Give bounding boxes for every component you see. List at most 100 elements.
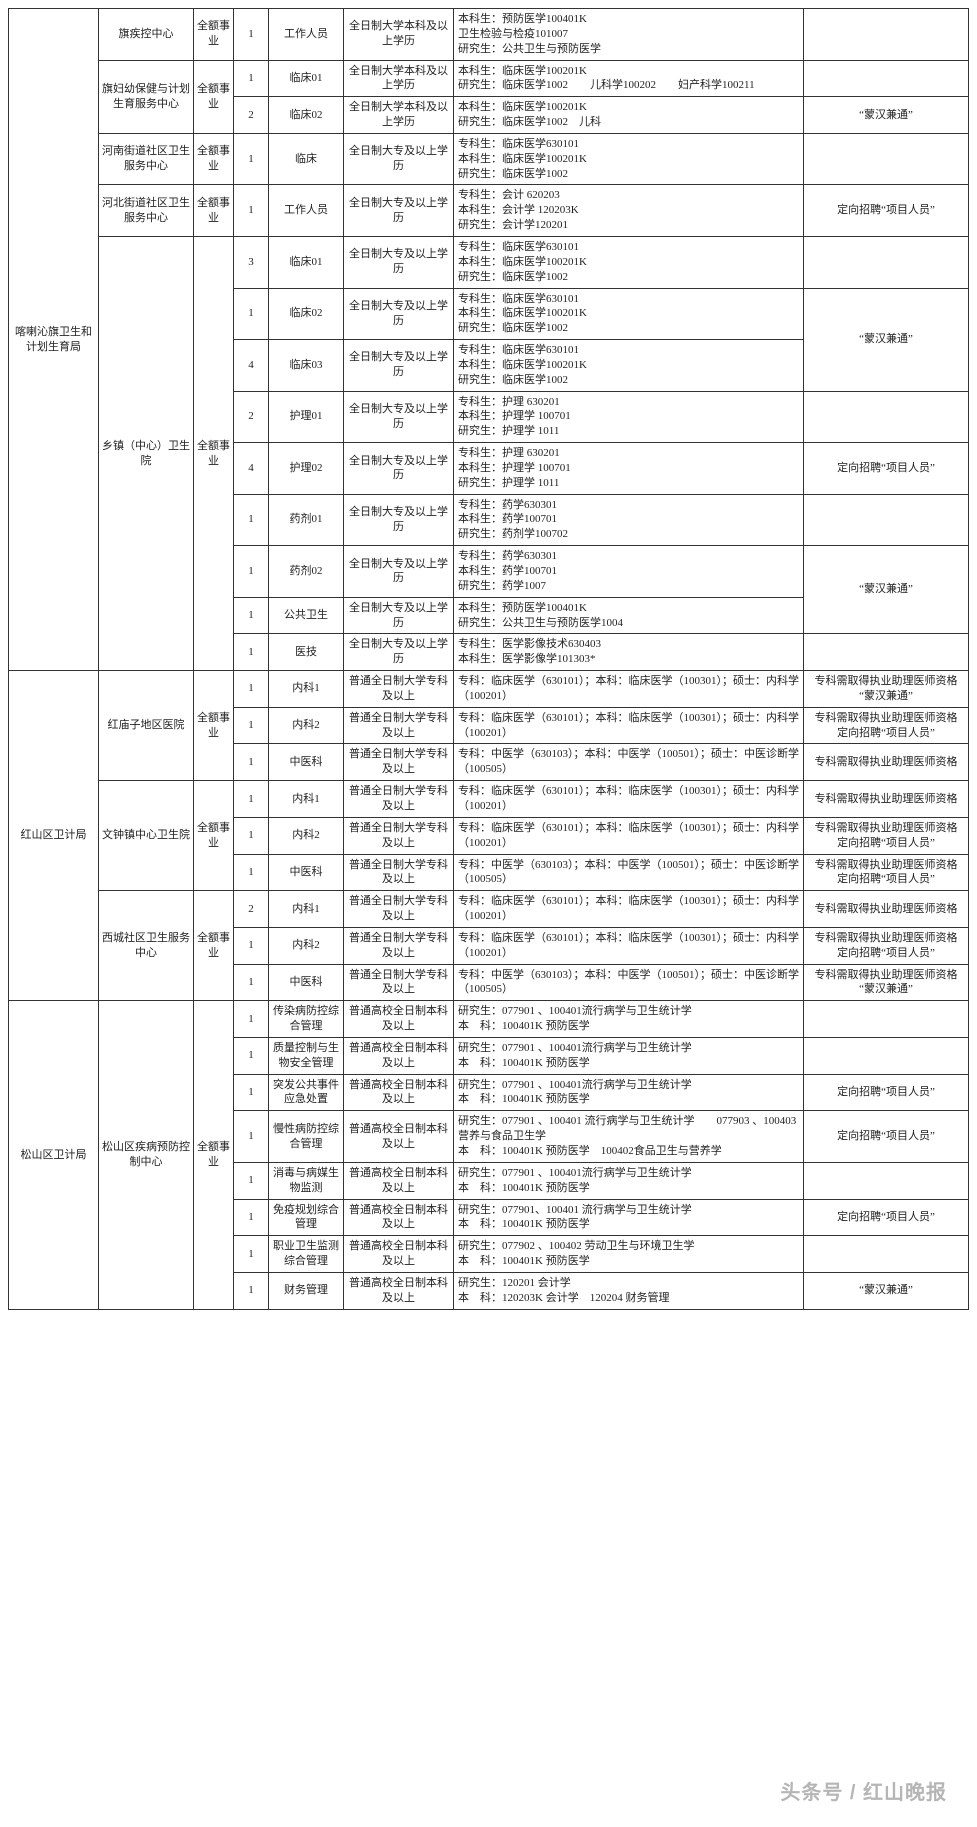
edu-cell: 普通全日制大学专科及以上	[344, 891, 454, 928]
count-cell: 1	[234, 494, 269, 546]
position-cell: 内科2	[269, 927, 344, 964]
edu-cell: 普通全日制大学专科及以上	[344, 744, 454, 781]
count-cell: 1	[234, 964, 269, 1001]
major-cell: 专科：临床医学（630101）；本科：临床医学（100301）；硕士：内科学（1…	[454, 781, 804, 818]
remark-cell	[804, 133, 969, 185]
type-cell: 全额事业	[194, 236, 234, 670]
edu-cell: 全日制大专及以上学历	[344, 494, 454, 546]
major-cell: 本科生：预防医学100401K研究生：公共卫生与预防医学1004	[454, 597, 804, 634]
remark-cell	[804, 9, 969, 61]
edu-cell: 普通全日制大学专科及以上	[344, 781, 454, 818]
remark-cell	[804, 391, 969, 443]
position-cell: 内科1	[269, 781, 344, 818]
edu-cell: 全日制大学本科及以上学历	[344, 97, 454, 134]
count-cell: 4	[234, 340, 269, 392]
edu-cell: 普通高校全日制本科及以上	[344, 1236, 454, 1273]
remark-cell: “蒙汉兼通”	[804, 97, 969, 134]
remark-cell: 专科需取得执业助理医师资格	[804, 891, 969, 928]
edu-cell: 普通高校全日制本科及以上	[344, 1001, 454, 1038]
major-cell: 专科：中医学（630103）；本科：中医学（100501）；硕士：中医诊断学（1…	[454, 744, 804, 781]
remark-cell	[804, 1162, 969, 1199]
position-cell: 工作人员	[269, 185, 344, 237]
remark-cell: 专科需取得执业助理医师资格定向招聘“项目人员”	[804, 817, 969, 854]
remark-cell	[804, 60, 969, 97]
count-cell: 1	[234, 9, 269, 61]
edu-cell: 全日制大专及以上学历	[344, 133, 454, 185]
position-cell: 护理02	[269, 443, 344, 495]
position-cell: 质量控制与生物安全管理	[269, 1037, 344, 1074]
major-cell: 研究生：077901 、100401流行病学与卫生统计学本 科：100401K …	[454, 1037, 804, 1074]
major-cell: 专科：临床医学（630101）；本科：临床医学（100301）；硕士：内科学（1…	[454, 671, 804, 708]
position-cell: 临床	[269, 133, 344, 185]
unit-cell: 红庙子地区医院	[99, 671, 194, 781]
remark-cell: “蒙汉兼通”	[804, 1272, 969, 1309]
type-cell: 全额事业	[194, 133, 234, 185]
major-cell: 研究生：077901 、100401 流行病学与卫生统计学 077903 、10…	[454, 1111, 804, 1163]
position-cell: 公共卫生	[269, 597, 344, 634]
count-cell: 1	[234, 133, 269, 185]
edu-cell: 普通全日制大学专科及以上	[344, 964, 454, 1001]
remark-cell: “蒙汉兼通”	[804, 288, 969, 391]
position-cell: 突发公共事件应急处置	[269, 1074, 344, 1111]
major-cell: 专科生：医学影像技术630403本科生：医学影像学101303*	[454, 634, 804, 671]
table-row: 松山区卫计局松山区疾病预防控制中心全额事业1传染病防控综合管理普通高校全日制本科…	[9, 1001, 969, 1038]
table-row: 红山区卫计局红庙子地区医院全额事业1内科1普通全日制大学专科及以上专科：临床医学…	[9, 671, 969, 708]
count-cell: 1	[234, 185, 269, 237]
remark-cell	[804, 634, 969, 671]
count-cell: 1	[234, 60, 269, 97]
type-cell: 全额事业	[194, 1001, 234, 1309]
table-row: 喀喇沁旗卫生和计划生育局旗疾控中心全额事业1工作人员全日制大学本科及以上学历本科…	[9, 9, 969, 61]
position-cell: 临床01	[269, 236, 344, 288]
major-cell: 专科生：会计 620203本科生：会计学 120203K研究生：会计学12020…	[454, 185, 804, 237]
remark-cell	[804, 1037, 969, 1074]
count-cell: 1	[234, 546, 269, 598]
edu-cell: 普通高校全日制本科及以上	[344, 1272, 454, 1309]
remark-cell: 专科需取得执业助理医师资格“蒙汉兼通”	[804, 671, 969, 708]
major-cell: 研究生：077901、100401 流行病学与卫生统计学本 科：100401K …	[454, 1199, 804, 1236]
edu-cell: 普通高校全日制本科及以上	[344, 1074, 454, 1111]
edu-cell: 全日制大专及以上学历	[344, 443, 454, 495]
type-cell: 全额事业	[194, 185, 234, 237]
count-cell: 1	[234, 1111, 269, 1163]
position-cell: 内科1	[269, 671, 344, 708]
unit-cell: 松山区疾病预防控制中心	[99, 1001, 194, 1309]
major-cell: 专科生：临床医学630101本科生：临床医学100201K研究生：临床医学100…	[454, 340, 804, 392]
position-cell: 护理01	[269, 391, 344, 443]
major-cell: 研究生：077901 、100401流行病学与卫生统计学本 科：100401K …	[454, 1001, 804, 1038]
major-cell: 研究生：077901 、100401流行病学与卫生统计学本 科：100401K …	[454, 1162, 804, 1199]
table-row: 河北街道社区卫生服务中心全额事业1工作人员全日制大专及以上学历专科生：会计 62…	[9, 185, 969, 237]
remark-cell: 定向招聘“项目人员”	[804, 185, 969, 237]
position-cell: 医技	[269, 634, 344, 671]
edu-cell: 全日制大专及以上学历	[344, 634, 454, 671]
count-cell: 1	[234, 1162, 269, 1199]
edu-cell: 全日制大学本科及以上学历	[344, 9, 454, 61]
count-cell: 3	[234, 236, 269, 288]
position-cell: 传染病防控综合管理	[269, 1001, 344, 1038]
remark-cell	[804, 494, 969, 546]
position-cell: 临床02	[269, 97, 344, 134]
remark-cell: 定向招聘“项目人员”	[804, 443, 969, 495]
edu-cell: 全日制大专及以上学历	[344, 546, 454, 598]
major-cell: 专科生：临床医学630101本科生：临床医学100201K研究生：临床医学100…	[454, 236, 804, 288]
position-cell: 慢性病防控综合管理	[269, 1111, 344, 1163]
major-cell: 专科生：药学630301本科生：药学100701研究生：药剂学100702	[454, 494, 804, 546]
count-cell: 1	[234, 744, 269, 781]
count-cell: 1	[234, 1272, 269, 1309]
count-cell: 1	[234, 707, 269, 744]
edu-cell: 普通全日制大学专科及以上	[344, 671, 454, 708]
edu-cell: 普通全日制大学专科及以上	[344, 854, 454, 891]
edu-cell: 全日制大学本科及以上学历	[344, 60, 454, 97]
position-cell: 中医科	[269, 964, 344, 1001]
table-row: 旗妇幼保健与计划生育服务中心全额事业1临床01全日制大学本科及以上学历本科生：临…	[9, 60, 969, 97]
edu-cell: 全日制大专及以上学历	[344, 185, 454, 237]
position-cell: 中医科	[269, 854, 344, 891]
edu-cell: 全日制大专及以上学历	[344, 236, 454, 288]
major-cell: 专科：中医学（630103）；本科：中医学（100501）；硕士：中医诊断学（1…	[454, 854, 804, 891]
position-cell: 内科2	[269, 817, 344, 854]
edu-cell: 普通全日制大学专科及以上	[344, 817, 454, 854]
remark-cell: 专科需取得执业助理医师资格	[804, 744, 969, 781]
count-cell: 1	[234, 927, 269, 964]
count-cell: 1	[234, 597, 269, 634]
unit-cell: 河北街道社区卫生服务中心	[99, 185, 194, 237]
edu-cell: 普通高校全日制本科及以上	[344, 1199, 454, 1236]
